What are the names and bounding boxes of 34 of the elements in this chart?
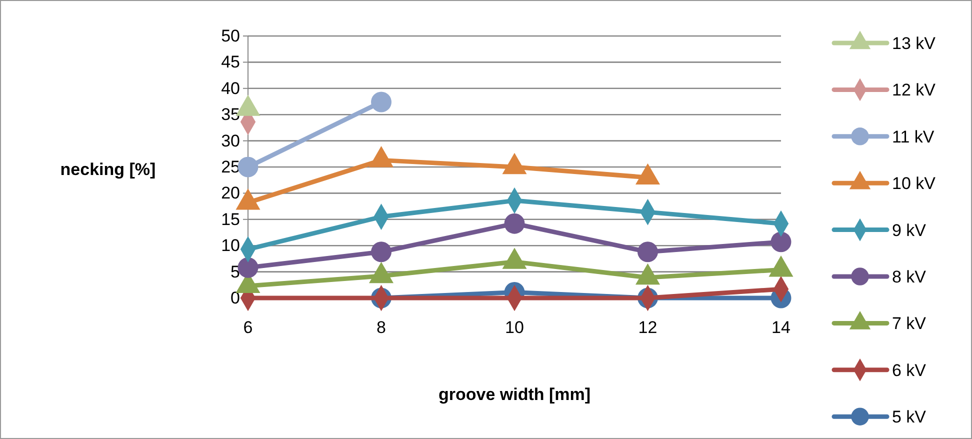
point <box>504 213 525 234</box>
legend-label: 10 kV <box>892 174 936 194</box>
point <box>238 257 258 278</box>
point <box>638 242 658 262</box>
y-tick-label: 25 <box>221 157 240 176</box>
x-tick-label: 8 <box>376 318 386 338</box>
legend-label: 13 kV <box>892 34 936 53</box>
y-tick-label: 15 <box>221 210 240 229</box>
y-tick-label: 30 <box>221 131 240 150</box>
point <box>371 242 392 262</box>
x-axis-title: groove width [mm] <box>438 385 591 404</box>
legend-label: 7 kV <box>892 314 927 334</box>
x-tick-label: 6 <box>243 318 253 338</box>
x-tick-label: 14 <box>772 318 790 338</box>
legend-label: 8 kV <box>892 268 927 286</box>
legend-label: 6 kV <box>892 360 927 380</box>
y-tick-label: 20 <box>221 184 240 203</box>
y-tick-label: 10 <box>221 236 240 256</box>
y-tick-label: 40 <box>221 78 240 98</box>
y-tick-label: 35 <box>221 105 240 124</box>
legend-label: 5 kV <box>892 408 927 427</box>
y-tick-label: 0 <box>230 288 240 308</box>
y-tick-label: 5 <box>230 262 240 282</box>
legend-label: 12 kV <box>892 80 936 100</box>
legend-label: 9 kV <box>892 220 927 240</box>
y-tick-label: 50 <box>221 26 240 46</box>
y-axis-title: necking [%] <box>60 160 156 179</box>
point <box>238 156 258 178</box>
point <box>371 92 392 112</box>
point <box>770 232 792 252</box>
x-tick-label: 10 <box>505 318 524 338</box>
x-tick-label: 12 <box>638 318 658 338</box>
y-tick-label: 45 <box>221 52 240 72</box>
legend-label: 11 kV <box>892 127 935 146</box>
